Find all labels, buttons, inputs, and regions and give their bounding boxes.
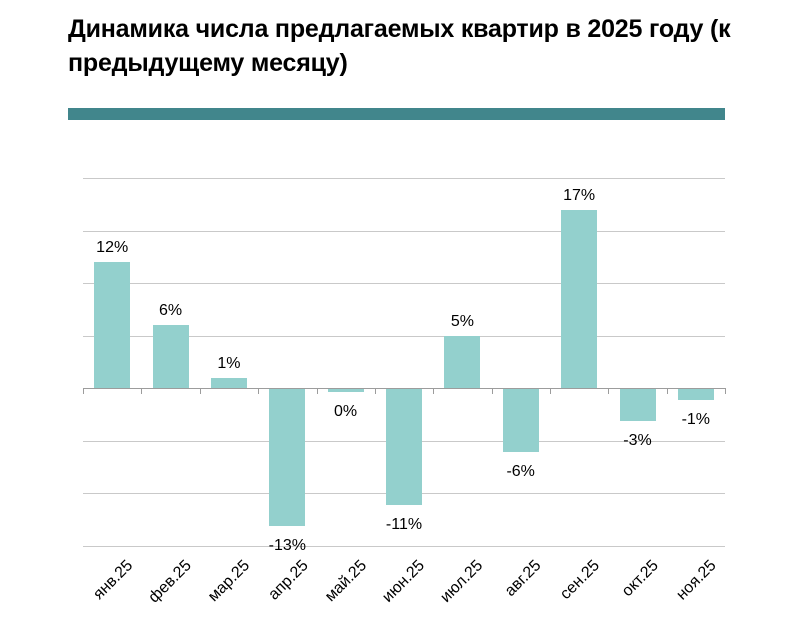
axis-tick	[374, 388, 376, 395]
axis-tick	[608, 388, 610, 395]
bar	[94, 262, 131, 389]
gridline	[83, 335, 725, 337]
value-label: 6%	[158, 302, 183, 320]
gridline	[83, 230, 725, 232]
value-label: -13%	[268, 537, 306, 554]
bar	[444, 335, 481, 389]
bar	[386, 389, 422, 505]
axis-tick	[199, 388, 201, 395]
value-label: -6%	[506, 463, 535, 481]
x-axis-label: июн.25	[379, 557, 429, 606]
bar	[327, 389, 364, 393]
axis-tick	[433, 388, 435, 395]
chart-title: Динамика числа предлагаемых квартир в 20…	[68, 15, 731, 77]
x-axis-label: окт.25	[618, 557, 662, 601]
axis-tick	[491, 388, 493, 395]
x-axis-label: мар.25	[204, 557, 253, 606]
gridline	[83, 546, 725, 547]
x-axis-label: апр.25	[264, 557, 312, 604]
axis-tick	[549, 388, 551, 395]
value-label: -3%	[623, 431, 652, 449]
bar	[152, 325, 189, 389]
gridline	[83, 178, 725, 179]
bar	[269, 389, 306, 526]
bar	[210, 377, 247, 389]
x-axis-label: фев.25	[145, 557, 195, 607]
bar	[677, 389, 714, 400]
title-divider	[68, 108, 725, 120]
x-axis-label: авг.25	[501, 557, 545, 600]
value-label: 1%	[217, 354, 241, 372]
bar	[561, 209, 598, 389]
bar	[619, 389, 656, 421]
value-label: 12%	[96, 239, 129, 257]
x-axis-label: янв.25	[90, 557, 137, 604]
value-label: -11%	[385, 515, 423, 533]
axis-tick	[141, 388, 143, 395]
value-label: 0%	[334, 403, 358, 421]
value-label: 5%	[450, 312, 474, 330]
gridline	[83, 283, 725, 285]
x-axis-label: май.25	[321, 557, 370, 606]
value-label: 17%	[563, 186, 596, 204]
x-axis-label: ноя.25	[673, 557, 720, 604]
zero-axis-line	[83, 388, 725, 390]
axis-tick	[83, 388, 84, 395]
axis-tick	[316, 388, 318, 395]
axis-tick	[725, 388, 726, 395]
value-label: -1%	[681, 410, 711, 428]
x-axis-label: сен.25	[557, 557, 604, 603]
x-axis-label: июл.25	[437, 557, 487, 606]
bar	[502, 389, 539, 453]
axis-tick	[258, 388, 260, 395]
axis-tick	[666, 388, 668, 395]
